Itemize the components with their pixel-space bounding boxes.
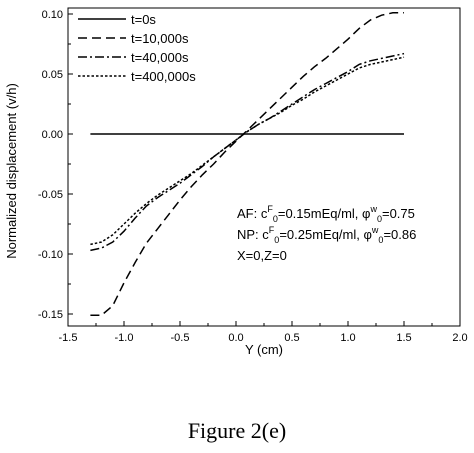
y-tick-label: -0.10 [38,249,63,261]
annotation-text: AF: cF0=0.15mEq/ml, φw0=0.75 [237,204,415,224]
y-tick-label: 0.10 [42,9,63,21]
series-layer [90,12,405,316]
x-tick-label: -1.0 [115,332,134,344]
legend-label: t=0s [131,12,156,27]
y-tick-label: -0.05 [38,189,63,201]
annotation-text: X=0,Z=0 [237,248,287,263]
figure-caption: Figure 2(e) [187,418,287,443]
legend-label: t=10,000s [131,31,189,46]
y-axis-label: Normalized displacement (v/h) [4,83,19,259]
x-tick-label: 2.0 [452,332,467,344]
x-tick-label: 0.5 [284,332,299,344]
y-tick-label: -0.15 [38,309,63,321]
x-axis-label: Y (cm) [245,342,283,357]
legend: t=0s t=10,000s t=40,000s t=400,000s [78,12,196,84]
series-line [90,12,404,316]
x-tick-label: 1.0 [340,332,355,344]
x-tick-label: 0.0 [228,332,243,344]
legend-label: t=400,000s [131,69,196,84]
x-tick-label: -1.5 [59,332,78,344]
x-tick-label: 1.5 [396,332,411,344]
annotation-text: NP: cF0=0.25mEq/ml, φw0=0.86 [237,225,416,245]
y-tick-label: 0.05 [42,69,63,81]
series-line [90,56,405,246]
x-tick-label: -0.5 [171,332,190,344]
axis-ticks: -1.5 -1.0 -0.5 0.0 0.5 1.0 1.5 2.0 -0.15 -0.10 -0.… [38,9,468,344]
y-tick-label: 0.00 [42,129,63,141]
legend-label: t=40,000s [131,50,189,65]
